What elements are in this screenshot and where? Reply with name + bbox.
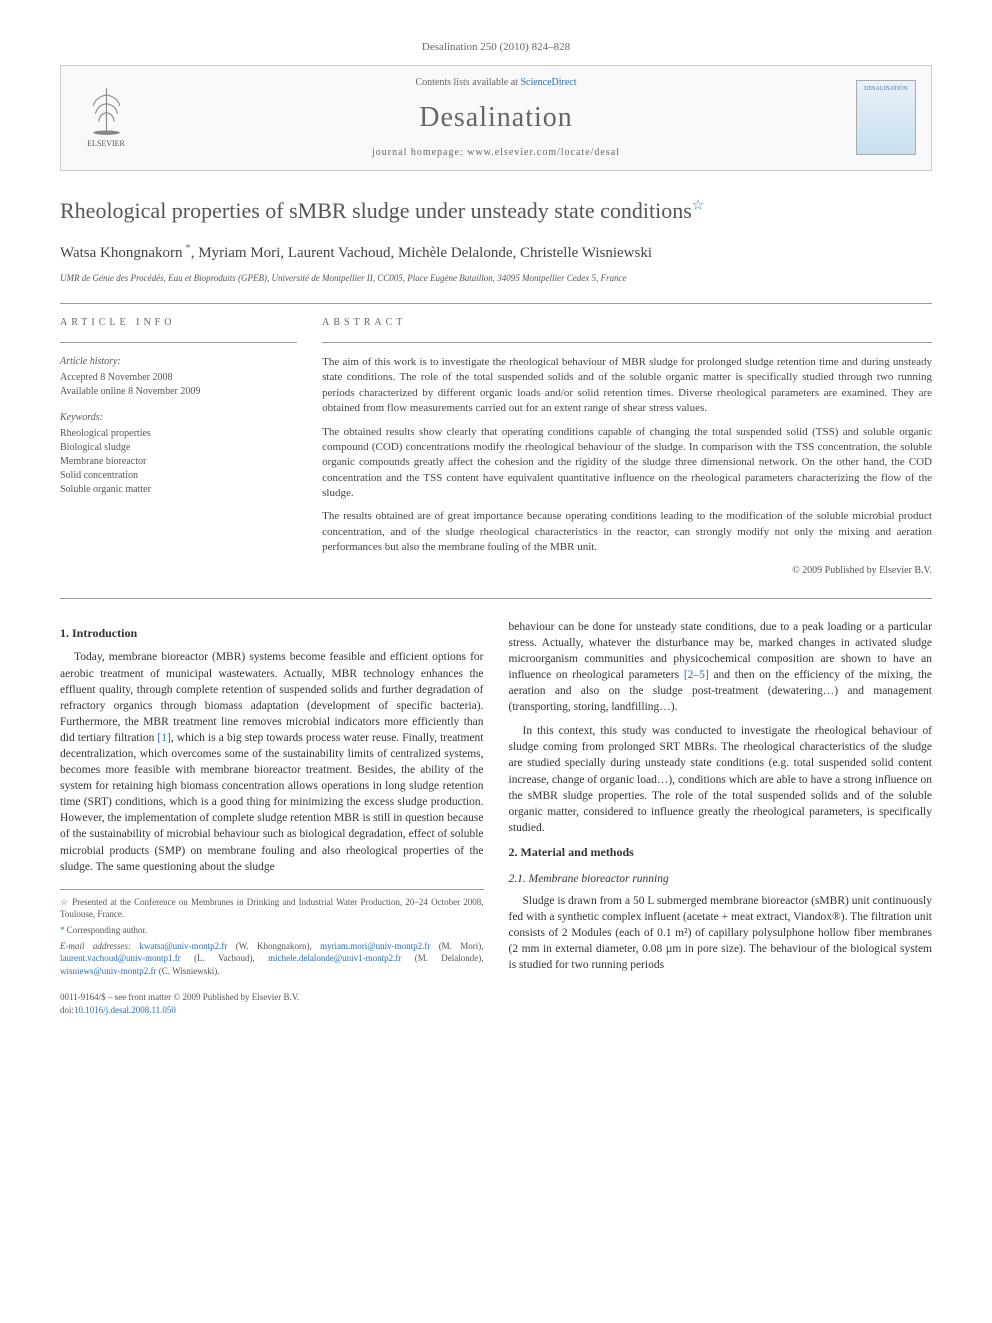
left-column: 1. Introduction Today, membrane bioreact…: [60, 619, 484, 1017]
affiliation: UMR de Génie des Procédés, Eau et Biopro…: [60, 272, 932, 285]
article-history: Article history: Accepted 8 November 200…: [60, 355, 297, 399]
divider-rule: [60, 303, 932, 304]
abstract-divider: [322, 342, 932, 343]
col2-p2: In this context, this study was conducte…: [509, 723, 933, 836]
methods-p1: Sludge is drawn from a 50 L submerged me…: [509, 893, 933, 973]
keyword: Rheological properties: [60, 427, 297, 441]
footnotes: ☆ Presented at the Conference on Membran…: [60, 889, 484, 978]
abstract-text: The aim of this work is to investigate t…: [322, 355, 932, 556]
abstract-p3: The results obtained are of great import…: [322, 509, 932, 555]
history-accepted: Accepted 8 November 2008: [60, 371, 297, 385]
right-column: behaviour can be done for unsteady state…: [509, 619, 933, 1017]
info-abstract-row: ARTICLE INFO Article history: Accepted 8…: [60, 316, 932, 578]
running-head: Desalination 250 (2010) 824–828: [60, 40, 932, 55]
doi-prefix: doi:: [60, 1005, 74, 1015]
abstract-panel: ABSTRACT The aim of this work is to inve…: [322, 316, 932, 578]
footer-copyright: 0011-9164/$ – see front matter © 2009 Pu…: [60, 991, 484, 1004]
intro-p1a: Today, membrane bioreactor (MBR) systems…: [60, 651, 484, 743]
keyword: Membrane bioreactor: [60, 455, 297, 469]
email-link[interactable]: kwatsa@univ-montp2.fr: [139, 941, 227, 951]
article-title: Rheological properties of sMBR sludge un…: [60, 196, 932, 227]
corr-author-star-icon: *: [183, 242, 191, 254]
intro-p1: Today, membrane bioreactor (MBR) systems…: [60, 649, 484, 874]
methods-heading: 2. Material and methods: [509, 844, 933, 861]
intro-heading: 1. Introduction: [60, 625, 484, 642]
email-label: E-mail addresses:: [60, 941, 139, 951]
corr-label: Corresponding author.: [67, 925, 148, 935]
doi-link[interactable]: 10.1016/j.desal.2008.11.050: [74, 1005, 176, 1015]
history-label: Article history:: [60, 355, 297, 369]
abstract-p1: The aim of this work is to investigate t…: [322, 355, 932, 417]
homepage-prefix: journal homepage:: [372, 147, 467, 158]
keyword: Soluble organic matter: [60, 483, 297, 497]
journal-header: ELSEVIER Contents lists available at Sci…: [60, 65, 932, 170]
intro-p1b: , which is a big step towards process wa…: [60, 732, 484, 873]
email-who: (M. Mori): [439, 941, 482, 951]
cover-label: DESALINATION: [857, 81, 915, 93]
authors-line: Watsa Khongnakorn *, Myriam Mori, Lauren…: [60, 241, 932, 264]
publisher-logo: ELSEVIER: [76, 83, 136, 153]
article-info-header: ARTICLE INFO: [60, 316, 297, 330]
corr-star-icon: *: [60, 925, 67, 935]
email-who: (C. Wisniewski): [159, 966, 217, 976]
publisher-label: ELSEVIER: [87, 138, 125, 149]
email-link[interactable]: laurent.vachoud@univ-montp1.fr: [60, 953, 181, 963]
homepage-url: www.elsevier.com/locate/desal: [467, 147, 620, 158]
col2-p1: behaviour can be done for unsteady state…: [509, 619, 933, 716]
email-who: (M. Delalonde): [415, 953, 482, 963]
keywords-label: Keywords:: [60, 411, 297, 425]
keyword: Biological sludge: [60, 441, 297, 455]
contents-prefix: Contents lists available at: [415, 77, 520, 88]
email-link[interactable]: michele.delalonde@univ1-montp2.fr: [268, 953, 401, 963]
title-footnote-star-icon: ☆: [692, 198, 705, 213]
journal-name: Desalination: [136, 98, 856, 137]
body-divider: [60, 598, 932, 599]
abstract-copyright: © 2009 Published by Elsevier B.V.: [322, 564, 932, 578]
email-link[interactable]: wisniews@univ-montp2.fr: [60, 966, 157, 976]
article-info-panel: ARTICLE INFO Article history: Accepted 8…: [60, 316, 297, 578]
elsevier-tree-icon: [84, 86, 129, 136]
keyword: Solid concentration: [60, 469, 297, 483]
info-divider: [60, 342, 297, 343]
abstract-header: ABSTRACT: [322, 316, 932, 330]
email-who: (L. Vachoud): [194, 953, 252, 963]
footnote-star-icon: ☆: [60, 897, 72, 907]
email-link[interactable]: myriam.mori@univ-montp2.fr: [320, 941, 430, 951]
email-block: E-mail addresses: kwatsa@univ-montp2.fr …: [60, 940, 484, 978]
conf-note: Presented at the Conference on Membranes…: [60, 897, 484, 920]
ref-link-1[interactable]: [1]: [157, 732, 170, 744]
journal-cover-thumb: DESALINATION: [856, 80, 916, 155]
abstract-p2: The obtained results show clearly that o…: [322, 425, 932, 502]
keywords-list: Rheological properties Biological sludge…: [60, 427, 297, 497]
ref-link-2[interactable]: [2–5]: [684, 669, 709, 681]
keywords-block: Keywords: Rheological properties Biologi…: [60, 411, 297, 497]
page-footer: 0011-9164/$ – see front matter © 2009 Pu…: [60, 991, 484, 1016]
email-who: (W. Khongnakorn): [236, 941, 310, 951]
journal-center-block: Contents lists available at ScienceDirec…: [136, 76, 856, 159]
title-text: Rheological properties of sMBR sludge un…: [60, 198, 692, 223]
history-online: Available online 8 November 2009: [60, 385, 297, 399]
sciencedirect-link[interactable]: ScienceDirect: [520, 77, 576, 88]
methods-subheading: 2.1. Membrane bioreactor running: [509, 871, 933, 887]
body-columns: 1. Introduction Today, membrane bioreact…: [60, 619, 932, 1017]
